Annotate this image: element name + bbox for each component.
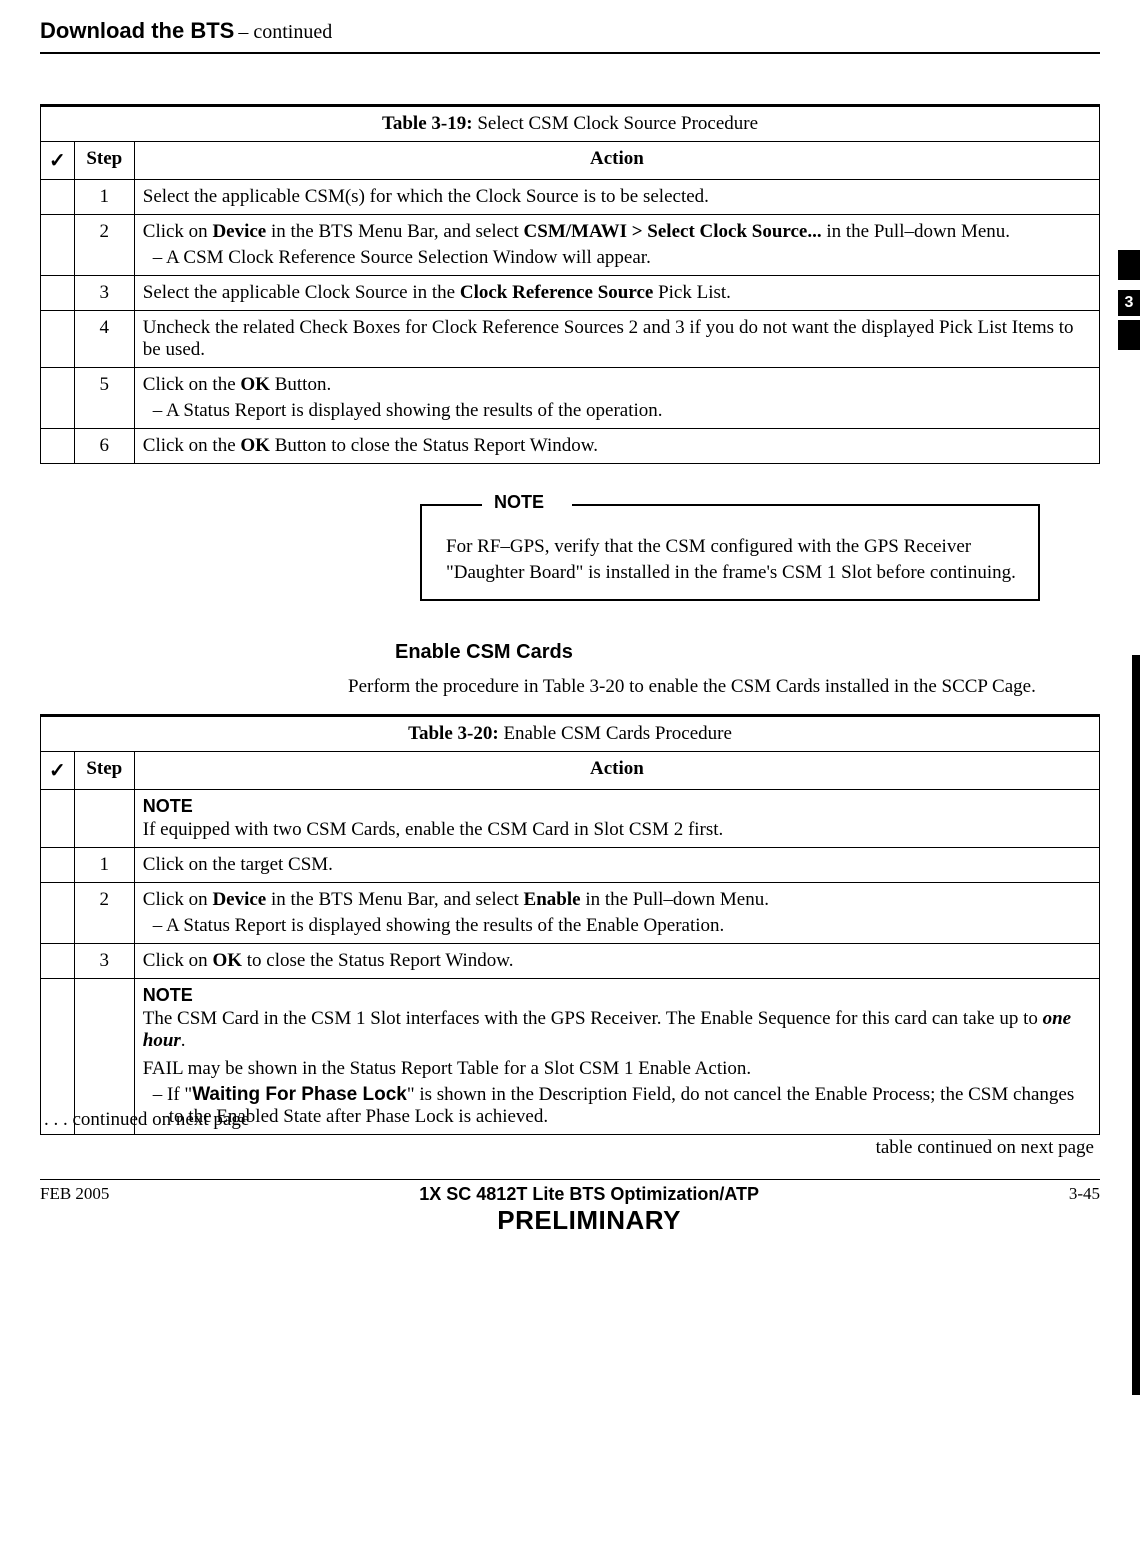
sub-bullet: – A CSM Clock Reference Source Selection… xyxy=(143,247,1091,269)
action-cell: Uncheck the related Check Boxes for Cloc… xyxy=(134,311,1099,368)
col-action: Action xyxy=(134,142,1099,180)
note-text: For RF–GPS, verify that the CSM configur… xyxy=(446,534,1026,585)
action-cell: Click on Device in the BTS Menu Bar, and… xyxy=(134,215,1099,276)
caption-prefix: Table 3-20: xyxy=(408,723,499,744)
table-row: 2 Click on Device in the BTS Menu Bar, a… xyxy=(41,215,1100,276)
note-box: NOTE For RF–GPS, verify that the CSM con… xyxy=(420,504,1040,601)
step-number: 3 xyxy=(74,943,134,978)
table-row: 4 Uncheck the related Check Boxes for Cl… xyxy=(41,311,1100,368)
table-3-19: Table 3-19: Select CSM Clock Source Proc… xyxy=(40,104,1100,464)
step-number: 1 xyxy=(74,180,134,215)
action-cell: Select the applicable Clock Source in th… xyxy=(134,276,1099,311)
footer-page-number: 3-45 xyxy=(1069,1184,1100,1204)
table-row: 6 Click on the OK Button to close the St… xyxy=(41,429,1100,464)
sub-bullet: – A Status Report is displayed showing t… xyxy=(143,915,1091,937)
caption-rest: Select CSM Clock Source Procedure xyxy=(473,113,758,134)
section-paragraph: Perform the procedure in Table 3-20 to e… xyxy=(348,674,1060,700)
caption-prefix: Table 3-19: xyxy=(382,113,473,134)
col-step: Step xyxy=(74,142,134,180)
header-rule xyxy=(40,52,1100,54)
footer-title: 1X SC 4812T Lite BTS Optimization/ATP xyxy=(109,1184,1068,1205)
page-footer: FEB 2005 1X SC 4812T Lite BTS Optimizati… xyxy=(40,1184,1100,1236)
step-number: 1 xyxy=(74,847,134,882)
table-row: 1 Click on the target CSM. xyxy=(41,847,1100,882)
continued-overlay: . . . continued on next page xyxy=(40,1109,1100,1131)
section-heading: Enable CSM Cards xyxy=(395,641,1100,664)
footer-date: FEB 2005 xyxy=(40,1184,109,1204)
running-head: Download the BTS – continued xyxy=(40,18,1100,44)
inline-note-text: If equipped with two CSM Cards, enable t… xyxy=(143,819,1091,841)
action-cell: Click on the OK Button. – A Status Repor… xyxy=(134,368,1099,429)
col-check: ✓ xyxy=(41,751,75,789)
col-action: Action xyxy=(134,751,1099,789)
inline-note-label: NOTE xyxy=(143,796,1091,817)
table-3-19-caption: Table 3-19: Select CSM Clock Source Proc… xyxy=(41,106,1100,142)
step-number: 2 xyxy=(74,215,134,276)
inline-note-text: The CSM Card in the CSM 1 Slot interface… xyxy=(143,1008,1091,1052)
action-cell: Click on the OK Button to close the Stat… xyxy=(134,429,1099,464)
table-row: NOTE If equipped with two CSM Cards, ena… xyxy=(41,789,1100,847)
step-number: 3 xyxy=(74,276,134,311)
col-step: Step xyxy=(74,751,134,789)
action-cell: Select the applicable CSM(s) for which t… xyxy=(134,180,1099,215)
table-row: 2 Click on Device in the BTS Menu Bar, a… xyxy=(41,882,1100,943)
table-row: 1 Select the applicable CSM(s) for which… xyxy=(41,180,1100,215)
inline-note-label: NOTE xyxy=(143,985,1091,1006)
footer-preliminary: PRELIMINARY xyxy=(109,1205,1068,1236)
action-cell: NOTE If equipped with two CSM Cards, ena… xyxy=(134,789,1099,847)
inline-note-text: FAIL may be shown in the Status Report T… xyxy=(143,1058,1091,1080)
step-number: 4 xyxy=(74,311,134,368)
step-number: 6 xyxy=(74,429,134,464)
table-row: 3 Select the applicable Clock Source in … xyxy=(41,276,1100,311)
footer-rule xyxy=(40,1179,1100,1180)
step-number: 5 xyxy=(74,368,134,429)
col-check: ✓ xyxy=(41,142,75,180)
sub-bullet: – A Status Report is displayed showing t… xyxy=(143,400,1091,422)
table-row: 3 Click on OK to close the Status Report… xyxy=(41,943,1100,978)
action-cell: Click on the target CSM. xyxy=(134,847,1099,882)
running-head-suffix: – continued xyxy=(238,21,332,43)
table-row: 5 Click on the OK Button. – A Status Rep… xyxy=(41,368,1100,429)
running-head-title: Download the BTS xyxy=(40,18,234,43)
table-continued-label: table continued on next page xyxy=(40,1137,1094,1159)
table-3-20-caption: Table 3-20: Enable CSM Cards Procedure xyxy=(41,715,1100,751)
step-number: 2 xyxy=(74,882,134,943)
table-3-20: Table 3-20: Enable CSM Cards Procedure ✓… xyxy=(40,714,1100,1135)
note-label: NOTE xyxy=(490,492,548,513)
caption-rest: Enable CSM Cards Procedure xyxy=(499,723,732,744)
action-cell: Click on OK to close the Status Report W… xyxy=(134,943,1099,978)
action-cell: Click on Device in the BTS Menu Bar, and… xyxy=(134,882,1099,943)
